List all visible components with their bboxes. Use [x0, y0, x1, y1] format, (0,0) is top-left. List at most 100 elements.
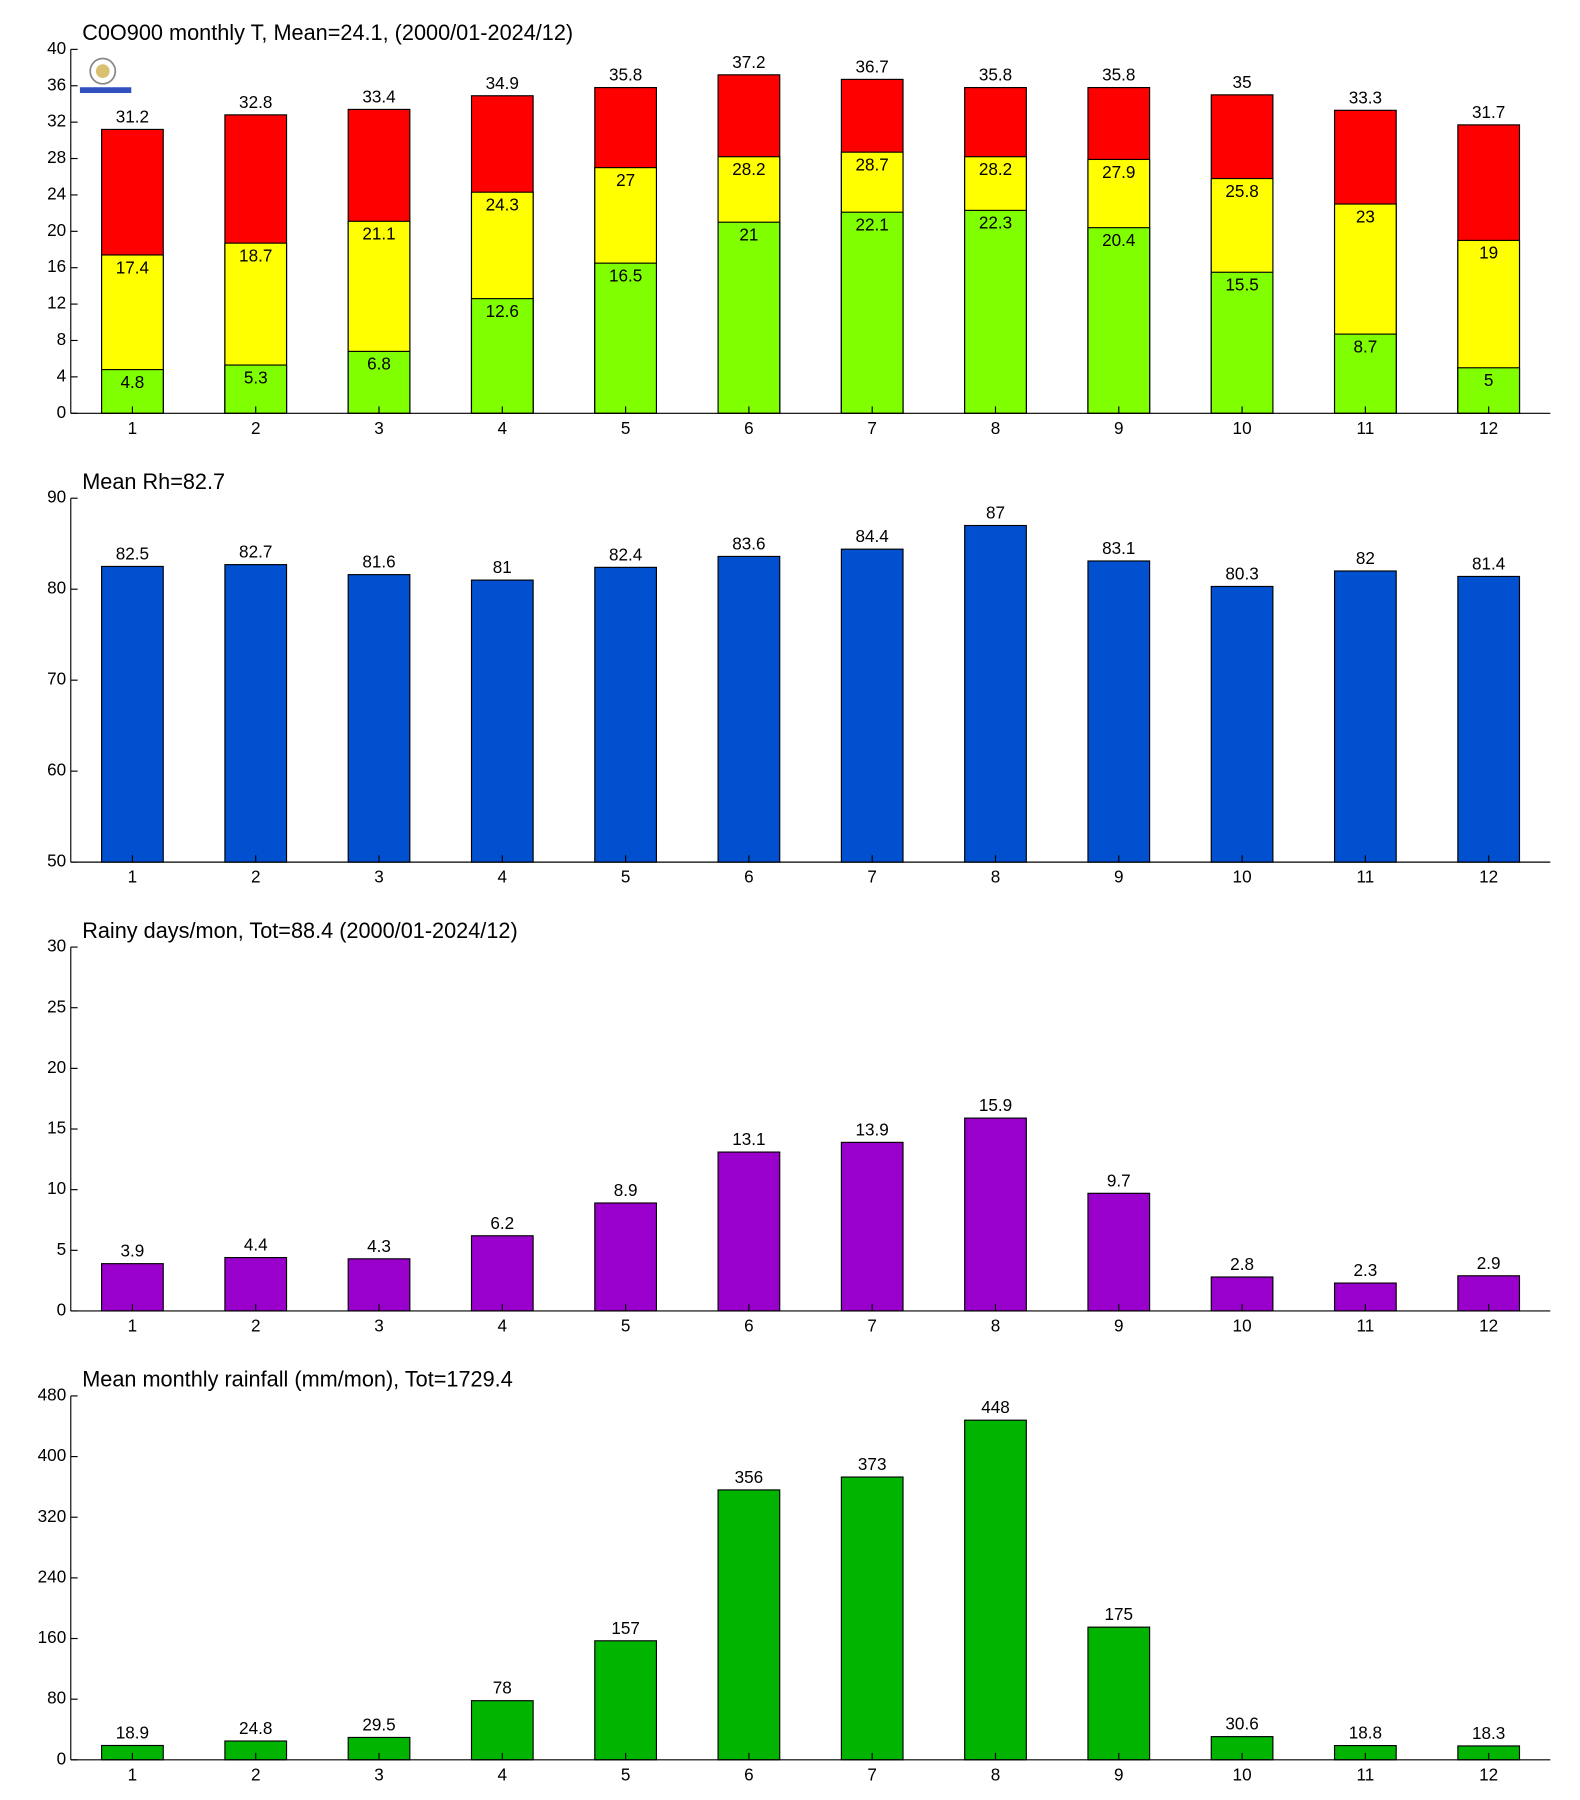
y-tick-label: 480 — [38, 1384, 67, 1404]
bar — [470, 1700, 534, 1761]
value-label: 83.6 — [732, 533, 765, 553]
value-label: 82.4 — [609, 544, 643, 564]
x-tick-label: 2 — [251, 1316, 261, 1336]
y-tick-label: 28 — [47, 147, 66, 167]
value-label: 5.3 — [244, 367, 268, 387]
y-tick-label: 10 — [47, 1178, 66, 1198]
x-tick-label: 11 — [1356, 1316, 1374, 1336]
y-tick-label: 80 — [47, 1688, 66, 1708]
value-label: 80.3 — [1225, 563, 1258, 583]
x-tick-label: 4 — [498, 1764, 508, 1784]
y-tick-label: 20 — [47, 220, 66, 240]
value-label: 18.8 — [1349, 1723, 1382, 1743]
value-label: 12.6 — [486, 301, 519, 321]
x-tick-label: 9 — [1114, 418, 1124, 438]
value-label: 15.5 — [1225, 275, 1258, 295]
value-label: 4.4 — [244, 1235, 268, 1255]
value-label: 175 — [1105, 1604, 1134, 1624]
x-tick-label: 5 — [621, 418, 631, 438]
value-label: 78 — [493, 1678, 512, 1698]
x-tick-label: 7 — [867, 1764, 877, 1784]
bar — [1457, 367, 1521, 414]
bar — [964, 209, 1027, 414]
y-tick-label: 40 — [47, 38, 66, 58]
bar — [470, 1235, 534, 1312]
value-label: 15.9 — [979, 1095, 1012, 1115]
value-label: 22.3 — [979, 213, 1012, 233]
value-label: 448 — [981, 1397, 1010, 1417]
x-tick-label: 3 — [374, 1764, 384, 1784]
y-tick-label: 12 — [47, 293, 66, 313]
bar — [717, 1489, 781, 1761]
x-tick-label: 5 — [621, 1316, 631, 1336]
bar — [1087, 1626, 1151, 1761]
bar — [347, 1258, 411, 1312]
y-tick-label: 0 — [57, 402, 67, 422]
value-label: 356 — [735, 1467, 764, 1487]
x-tick-label: 12 — [1479, 1764, 1498, 1784]
x-tick-label: 3 — [374, 418, 384, 438]
value-label: 33.4 — [362, 86, 396, 106]
y-tick-label: 4 — [57, 365, 67, 385]
value-label: 16.5 — [609, 265, 642, 285]
bar — [594, 1202, 658, 1312]
x-tick-label: 11 — [1356, 418, 1374, 438]
y-tick-label: 240 — [38, 1566, 67, 1586]
value-label: 22.1 — [856, 214, 889, 234]
bar — [840, 211, 904, 414]
value-label: 27 — [616, 170, 635, 190]
value-label: 5 — [1484, 370, 1494, 390]
value-label: 34.9 — [486, 73, 519, 93]
value-label: 9.7 — [1107, 1170, 1131, 1190]
value-label: 82.5 — [116, 543, 149, 563]
value-label: 2.3 — [1353, 1260, 1377, 1280]
x-tick-label: 1 — [128, 1764, 138, 1784]
value-label: 31.7 — [1472, 102, 1505, 122]
bar — [1210, 271, 1274, 414]
x-tick-label: 6 — [744, 1316, 754, 1336]
bar — [964, 1419, 1027, 1761]
y-tick-label: 30 — [47, 936, 66, 956]
x-tick-label: 5 — [621, 1764, 631, 1784]
bar — [717, 1151, 781, 1312]
value-label: 81 — [493, 557, 512, 577]
y-tick-label: 16 — [47, 256, 66, 276]
value-label: 2.8 — [1230, 1254, 1254, 1274]
x-tick-label: 12 — [1479, 867, 1498, 887]
value-label: 6.8 — [367, 354, 391, 374]
value-label: 18.7 — [239, 245, 272, 265]
bar — [1333, 333, 1397, 414]
value-label: 35.8 — [609, 65, 642, 85]
x-tick-label: 1 — [128, 418, 138, 438]
bar — [347, 350, 411, 414]
x-tick-label: 8 — [991, 1316, 1001, 1336]
y-tick-label: 0 — [57, 1748, 67, 1768]
value-label: 17.4 — [116, 257, 150, 277]
value-label: 25.8 — [1225, 181, 1258, 201]
logo — [79, 57, 132, 93]
y-tick-label: 25 — [47, 996, 66, 1016]
value-label: 4.3 — [367, 1236, 391, 1256]
value-label: 81.4 — [1472, 553, 1506, 573]
value-label: 2.9 — [1477, 1253, 1501, 1273]
x-tick-label: 7 — [867, 1316, 877, 1336]
y-tick-label: 36 — [47, 74, 66, 94]
bar — [1457, 575, 1521, 863]
bar — [840, 1476, 904, 1761]
value-label: 157 — [611, 1618, 640, 1638]
bar — [594, 566, 658, 863]
bar — [470, 579, 534, 863]
value-label: 8.9 — [614, 1180, 638, 1200]
y-tick-label: 15 — [47, 1118, 66, 1138]
y-tick-label: 70 — [47, 669, 66, 689]
value-label: 21 — [739, 224, 758, 244]
x-tick-label: 4 — [498, 418, 508, 438]
x-tick-label: 4 — [498, 1316, 508, 1336]
value-label: 84.4 — [856, 526, 890, 546]
value-label: 373 — [858, 1454, 887, 1474]
value-label: 13.9 — [856, 1119, 889, 1139]
x-tick-label: 2 — [251, 1764, 261, 1784]
x-tick-label: 8 — [991, 418, 1001, 438]
value-label: 35.8 — [1102, 65, 1135, 85]
